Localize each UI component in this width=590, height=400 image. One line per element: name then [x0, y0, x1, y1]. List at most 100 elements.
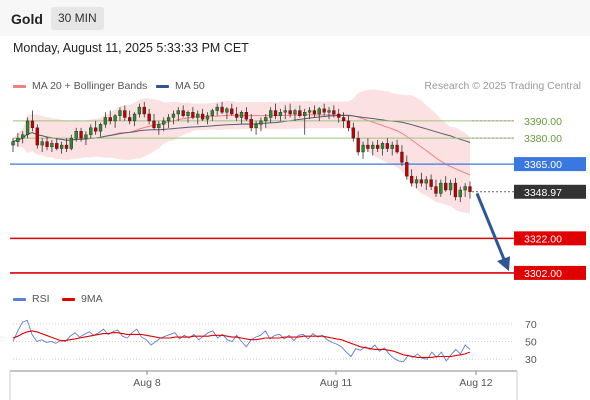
candle-body — [215, 106, 219, 111]
candle-body — [361, 144, 365, 153]
candle-body — [30, 120, 35, 129]
candle — [259, 117, 263, 132]
candle-body — [307, 110, 312, 113]
candle — [356, 131, 360, 156]
level-tag — [514, 184, 586, 199]
candle-body — [128, 117, 132, 122]
candle-body — [21, 134, 25, 139]
legend-9ma-label: 9MA — [81, 293, 103, 305]
candle — [210, 108, 214, 121]
symbol-title: Gold — [11, 11, 43, 27]
candle-body — [11, 141, 15, 146]
candle — [419, 172, 424, 187]
candle-body — [79, 131, 83, 139]
forecast-arrow — [475, 192, 510, 272]
candle-body — [35, 127, 39, 146]
candle — [137, 103, 142, 118]
candle — [234, 107, 239, 121]
candle-body — [249, 118, 253, 129]
candle-body — [186, 112, 190, 116]
candle — [468, 181, 472, 199]
candle-body — [200, 113, 205, 120]
candle-body — [375, 144, 380, 149]
candle — [132, 112, 137, 127]
candle — [74, 127, 78, 142]
candle — [317, 107, 321, 121]
candle-body — [147, 113, 151, 122]
candle — [103, 112, 108, 128]
candle — [273, 103, 278, 120]
candle-body — [132, 113, 137, 122]
candle-body — [356, 137, 360, 153]
x-tick: Aug 8 — [133, 371, 161, 389]
level-label: 3380.00 — [524, 133, 562, 145]
candle-body — [293, 110, 297, 115]
candle — [371, 141, 375, 156]
candle-body — [191, 112, 195, 118]
candle — [64, 138, 69, 152]
level-3380-00: 3380.00 — [13, 133, 562, 145]
candle — [405, 155, 409, 180]
candle — [220, 101, 224, 114]
candle-body — [400, 151, 404, 163]
x-tick: Aug 12 — [459, 371, 493, 389]
candle — [225, 107, 229, 120]
candle-body — [273, 110, 278, 116]
candle-body — [25, 120, 30, 135]
candle — [351, 122, 355, 142]
candle-body — [283, 110, 287, 113]
candle — [55, 138, 59, 151]
candle — [414, 176, 419, 189]
legend-ma50-swatch — [156, 84, 169, 88]
candle — [21, 131, 25, 144]
candle-body — [366, 144, 370, 149]
candle-body — [322, 108, 326, 113]
level-label: 3322.00 — [524, 233, 562, 245]
timeframe-badge[interactable]: 30 MIN — [51, 7, 104, 30]
candle-body — [93, 127, 98, 132]
rsi-tick-label: 70 — [525, 319, 537, 331]
candle — [298, 105, 302, 118]
candle-body — [59, 144, 64, 149]
candle — [25, 117, 30, 139]
candle — [312, 105, 317, 118]
candle — [196, 110, 200, 125]
candle — [448, 179, 453, 196]
level-label: 3390.00 — [524, 116, 562, 128]
candle — [16, 133, 20, 147]
candle-body — [405, 162, 409, 177]
candle — [215, 103, 219, 116]
candle — [205, 112, 210, 125]
candle-body — [414, 179, 419, 184]
candle — [303, 108, 307, 135]
x-tick-label: Aug 12 — [459, 377, 492, 389]
candle-body — [410, 175, 414, 184]
candle-body — [74, 131, 78, 139]
candle — [346, 115, 351, 132]
candle-body — [390, 144, 394, 149]
candle-body — [171, 113, 176, 118]
candle — [113, 114, 117, 128]
candle — [439, 179, 443, 197]
candle-body — [468, 186, 472, 192]
candle-body — [298, 110, 302, 116]
candle — [162, 117, 166, 132]
candle-body — [118, 110, 122, 116]
candle — [123, 105, 127, 121]
rsi-gridline: 30 — [13, 354, 537, 366]
candle-body — [205, 115, 210, 120]
research-credit: Research © 2025 Trading Central — [424, 80, 581, 92]
candle — [410, 169, 414, 187]
candle-body — [463, 186, 467, 191]
rsi-gridline: 50 — [13, 337, 537, 349]
candle — [244, 107, 249, 121]
candle-body — [69, 137, 73, 149]
candle-body — [225, 108, 229, 113]
candle — [395, 139, 399, 154]
candle-body — [337, 113, 341, 118]
x-axis — [9, 370, 518, 400]
candle-body — [220, 106, 224, 113]
x-tick: Aug 11 — [320, 371, 352, 389]
candle — [444, 176, 448, 192]
